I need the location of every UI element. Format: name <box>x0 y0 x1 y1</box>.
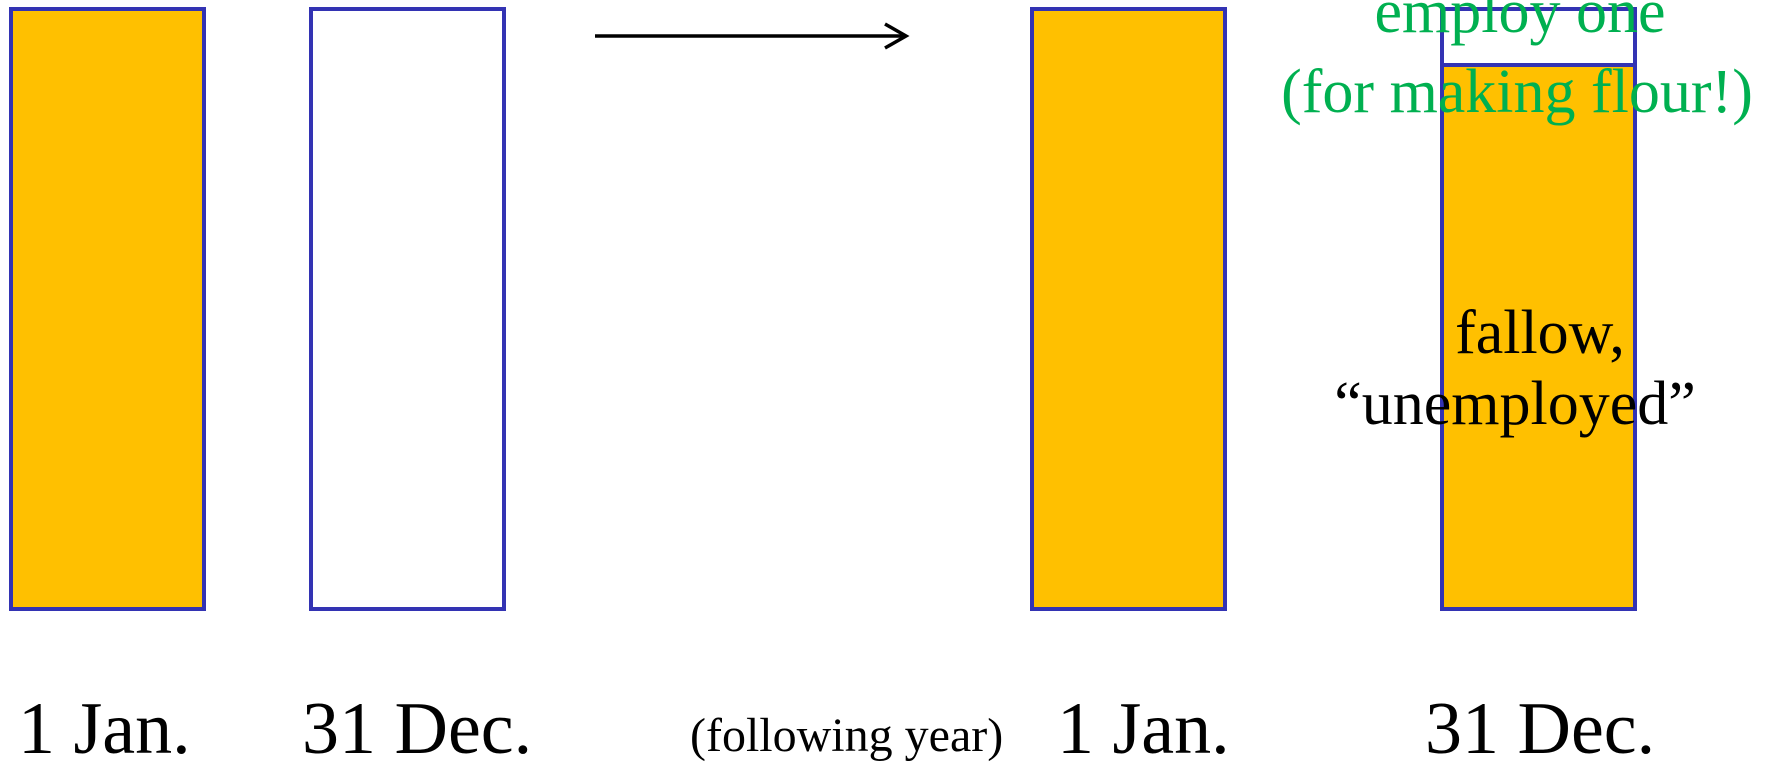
bar-1-jan-year1 <box>9 7 206 611</box>
bar-31-dec-year1 <box>309 7 506 611</box>
bar-31-dec-year2-employed-slice <box>1440 7 1637 67</box>
bar-1-jan-year2 <box>1030 7 1227 611</box>
bar-label-4: 31 Dec. <box>1425 688 1656 770</box>
right-arrow-icon <box>595 22 910 50</box>
following-year-note: (following year) <box>690 709 1004 762</box>
annotation-employed-line1: employ one <box>1374 0 1666 46</box>
bar-label-2: 31 Dec. <box>302 688 533 770</box>
bar-31-dec-year2 <box>1440 7 1637 611</box>
annotation-fallow-line2: “unemployed” <box>1334 370 1696 438</box>
bar-label-1: 1 Jan. <box>18 688 191 770</box>
annotation-fallow-line1: fallow, <box>1455 299 1625 367</box>
bar-label-3: 1 Jan. <box>1057 688 1230 770</box>
annotation-employed-line2: (for making flour!) <box>1281 58 1753 126</box>
